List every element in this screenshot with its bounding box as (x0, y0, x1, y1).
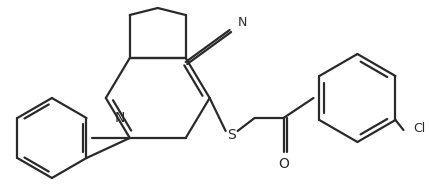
Text: S: S (227, 128, 236, 142)
Text: N: N (115, 111, 125, 125)
Text: Cl: Cl (414, 121, 426, 134)
Text: O: O (278, 157, 289, 171)
Text: N: N (238, 15, 247, 28)
